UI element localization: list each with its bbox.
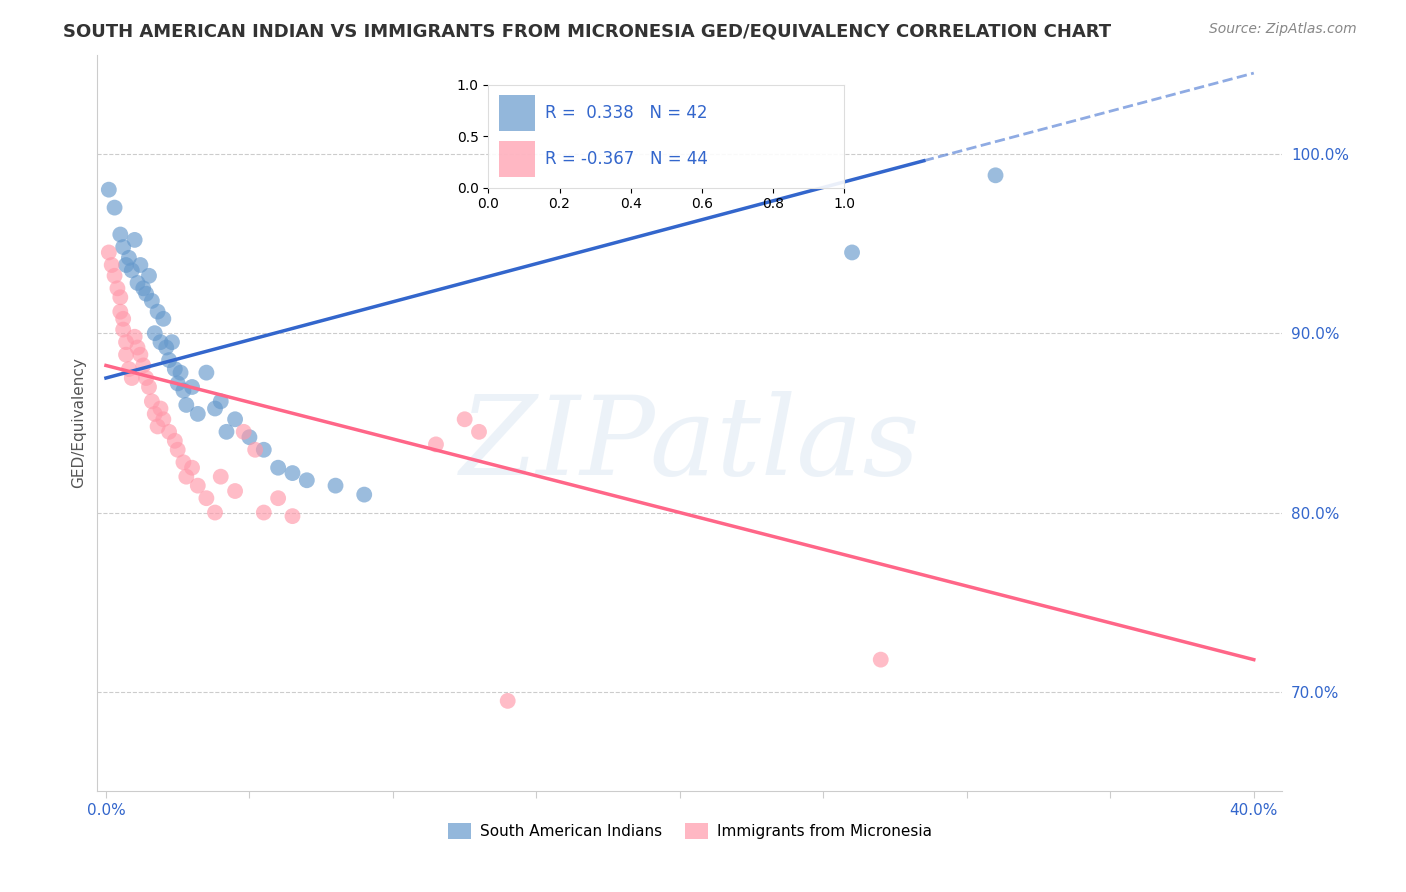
Point (135, 286, 157, 301)
Point (295, 473, 318, 487)
Point (112, 240, 135, 254)
Point (195, 491, 218, 506)
Point (115, 258, 138, 272)
Point (118, 362, 141, 376)
Point (267, 491, 290, 506)
Point (107, 281, 129, 295)
Point (181, 460, 204, 475)
Point (152, 311, 174, 326)
Text: ZIPatlas: ZIPatlas (460, 392, 920, 499)
Y-axis label: GED/Equivalency: GED/Equivalency (72, 358, 86, 488)
Point (115, 335, 138, 350)
Point (166, 376, 188, 391)
Point (118, 251, 141, 265)
Point (112, 311, 135, 326)
Point (110, 227, 132, 242)
Point (121, 371, 143, 385)
Point (103, 201, 125, 215)
Point (103, 268, 125, 283)
Point (160, 335, 183, 350)
Point (127, 341, 149, 355)
Point (204, 401, 226, 416)
Point (172, 384, 194, 398)
Point (169, 366, 191, 380)
Point (110, 304, 132, 318)
Point (176, 398, 198, 412)
Point (152, 412, 174, 426)
Point (209, 394, 232, 409)
Point (267, 460, 290, 475)
Point (143, 326, 166, 341)
Point (157, 425, 180, 439)
Point (100, 258, 122, 272)
Point (132, 359, 155, 373)
Point (97, 183, 120, 197)
Point (149, 401, 172, 416)
Point (496, 694, 519, 708)
Point (129, 348, 152, 362)
Point (253, 442, 276, 457)
Point (224, 483, 246, 498)
Point (869, 652, 891, 666)
Legend: South American Indians, Immigrants from Micronesia: South American Indians, Immigrants from … (441, 817, 938, 846)
Point (138, 268, 160, 283)
Point (166, 442, 188, 457)
Text: SOUTH AMERICAN INDIAN VS IMMIGRANTS FROM MICRONESIA GED/EQUIVALENCY CORRELATION : SOUTH AMERICAN INDIAN VS IMMIGRANTS FROM… (63, 22, 1111, 40)
Point (204, 506, 226, 520)
Point (243, 442, 266, 457)
Point (224, 412, 246, 426)
Point (115, 348, 138, 362)
Point (163, 434, 186, 448)
Point (172, 455, 194, 469)
Point (984, 169, 1007, 183)
Point (215, 425, 238, 439)
Point (129, 258, 152, 272)
Point (253, 506, 276, 520)
Point (124, 330, 146, 344)
Point (163, 362, 186, 376)
Point (187, 478, 209, 492)
Point (232, 425, 254, 439)
Text: Source: ZipAtlas.com: Source: ZipAtlas.com (1209, 22, 1357, 37)
Point (141, 293, 163, 308)
Point (141, 394, 163, 409)
Point (97, 245, 120, 260)
Point (138, 380, 160, 394)
Point (146, 419, 169, 434)
Point (176, 469, 198, 483)
Point (110, 290, 132, 304)
Point (209, 469, 232, 483)
Point (124, 233, 146, 247)
Point (453, 412, 475, 426)
Point (121, 263, 143, 277)
Point (195, 366, 218, 380)
Point (281, 509, 304, 524)
Point (149, 335, 172, 350)
Point (187, 407, 209, 421)
Point (325, 478, 347, 492)
Point (425, 437, 447, 451)
Point (135, 371, 157, 385)
Point (157, 353, 180, 368)
Point (143, 407, 166, 421)
Point (468, 425, 491, 439)
Point (841, 245, 863, 260)
Point (127, 276, 149, 290)
Point (281, 466, 304, 480)
Point (155, 341, 177, 355)
Point (181, 380, 204, 394)
Point (238, 430, 260, 444)
Point (146, 304, 169, 318)
Point (112, 322, 135, 336)
Point (132, 281, 155, 295)
Point (353, 487, 375, 501)
